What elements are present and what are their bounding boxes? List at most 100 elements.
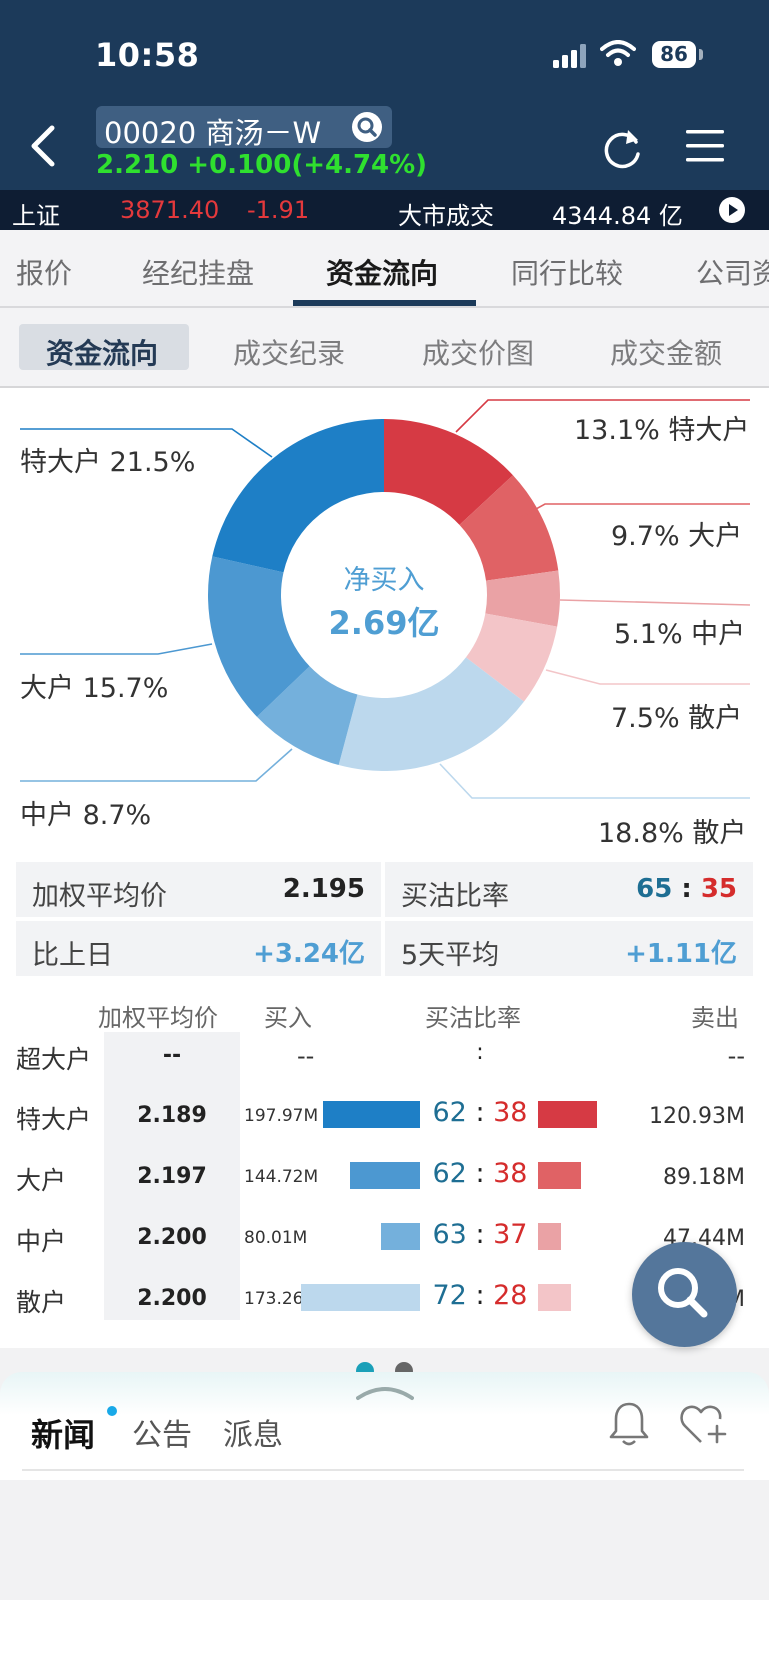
unread-dot [107,1406,117,1416]
sub-tabs: 资金流向 成交纪录 成交价图 成交金额 [0,308,769,388]
back-arrow-icon[interactable] [28,124,58,168]
row-sell: -- [727,1042,745,1070]
slice-label: 7.5% 散户 [611,703,743,734]
buy-bar [380,1223,420,1250]
news-divider [22,1469,744,1471]
row-label: 散户 [16,1288,67,1317]
menu-icon[interactable] [686,130,724,162]
search-icon [658,1268,708,1318]
sell-bar [538,1284,572,1311]
search-icon[interactable] [351,111,383,143]
col-header-ratio: 买沽比率 [425,1004,521,1032]
tab-broker-queue[interactable]: 经纪挂盘 [142,257,255,290]
favorite-add-icon[interactable] [679,1402,731,1446]
status-time: 10:58 [95,36,200,74]
row-buy: 197.97M [244,1106,319,1126]
donut-slice [465,613,558,702]
avg-price-value: 2.195 [282,874,365,904]
net-buy-value: 2.69亿 [328,604,440,642]
summary-grid: 加权平均价 2.195 买沽比率 65 : 35 比上日 +3.24亿 5天平均… [16,862,753,978]
donut-slice [338,657,524,771]
row-sell: 120.93M [649,1104,745,1129]
donut-slice [207,556,310,717]
row-buy: 80.01M [244,1228,308,1248]
news-list-area [0,1480,769,1600]
capital-flow-donut-chart [20,399,751,799]
slice-label: 5.1% 中户 [614,619,746,650]
row-ratio: : [476,1040,484,1065]
battery-level: 86 [652,41,696,68]
chevron-up-icon[interactable] [356,1382,414,1402]
donut-hole [282,493,486,697]
col-header-buy: 买入 [264,1004,312,1032]
slice-label: 9.7% 大户 [611,521,743,552]
row-avg-price: 2.189 [137,1103,207,1128]
leader-line [517,503,750,520]
row-label: 中户 [16,1227,67,1256]
slice-label: 中户 8.7% [20,800,152,831]
sell-bar [538,1223,562,1250]
tab-company-info[interactable]: 公司资 [696,257,769,290]
battery-cap [699,49,703,60]
active-tab-indicator [293,300,476,306]
turnover-label: 大市成交 [398,202,494,230]
tab-quote[interactable]: 报价 [16,257,73,290]
row-label: 大户 [16,1166,67,1195]
index-name: 上证 [12,202,60,230]
index-value: 3871.40 [120,196,220,224]
row-label: 特大户 [16,1105,92,1134]
subtab-price-chart[interactable]: 成交价图 [422,337,535,370]
five-day-avg-cell: 5天平均 +1.11亿 [385,921,753,976]
leader-line [559,599,751,606]
donut-slice [384,419,513,525]
news-tab-announcement[interactable]: 公告 [132,1418,192,1453]
avg-price-cell: 加权平均价 2.195 [16,862,381,917]
bell-icon[interactable] [607,1400,651,1448]
five-day-avg-value: +1.11亿 [625,939,737,969]
signal-icon [553,44,586,68]
stock-quote: 2.210 +0.100(+4.74%) [96,150,428,180]
buy-sell-ratio-value: 65 : 35 [636,874,737,904]
refresh-icon[interactable] [600,124,646,172]
main-tabs: 报价 经纪挂盘 资金流向 同行比较 公司资 [0,230,769,308]
stock-name[interactable]: 00020 商汤－W [104,116,322,150]
buy-sell-ratio-cell: 买沽比率 65 : 35 [385,862,753,917]
stock-search-box[interactable] [96,106,392,148]
donut-slice [256,666,358,766]
vs-prev-day-cell: 比上日 +3.24亿 [16,921,381,976]
slice-label: 13.1% 特大户 [574,415,750,446]
sell-bar [538,1101,598,1128]
slice-label: 大户 15.7% [20,673,169,704]
buy-bar [350,1162,420,1189]
tab-capital-flow[interactable]: 资金流向 [326,257,439,290]
leader-line [439,763,750,799]
row-avg-price: 2.200 [137,1286,207,1311]
slice-label: 特大户 21.5% [20,447,196,478]
tab-peer-compare[interactable]: 同行比较 [511,257,624,290]
row-ratio: 62 : 38 [432,1097,528,1128]
donut-slice [459,475,559,581]
buy-bar [323,1101,420,1128]
row-sell: 89.18M [663,1165,745,1190]
subtab-trade-record[interactable]: 成交纪录 [233,337,346,370]
row-label: 超大户 [16,1045,92,1074]
donut-slice [485,570,560,627]
row-avg-price: 2.197 [137,1164,207,1189]
play-icon[interactable] [718,196,746,224]
index-change: -1.91 [247,196,310,224]
row-avg-price: 2.200 [137,1225,207,1250]
leader-line [545,669,750,685]
news-tab-news[interactable]: 新闻 [31,1416,96,1454]
market-index-bar[interactable]: 上证 3871.40 -1.91 大市成交 4344.84 亿 [0,190,769,230]
leader-line [20,748,293,782]
subtab-capital-flow[interactable]: 资金流向 [46,337,159,370]
app-header: 10:58 86 00020 商汤－W 2.210 +0.100(+4.74%) [0,0,769,190]
news-tab-dividend[interactable]: 派息 [223,1418,283,1453]
row-buy: 173.26M [244,1289,319,1309]
wifi-icon [600,40,636,66]
floating-search-button[interactable] [632,1242,737,1347]
row-ratio: 62 : 38 [432,1158,528,1189]
active-subtab-highlight [19,324,189,370]
subtab-trade-amount[interactable]: 成交金额 [610,337,723,370]
buy-bar [301,1284,420,1311]
